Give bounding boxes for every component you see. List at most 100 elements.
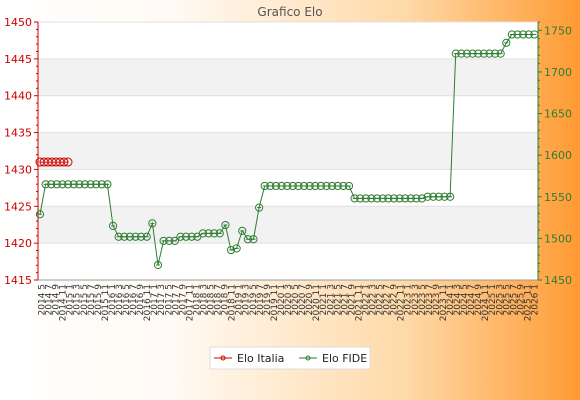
point-elo-fide	[507, 30, 517, 39]
point-elo-fide	[35, 210, 45, 219]
x-tick-label: 2021 9	[347, 284, 357, 316]
point-elo-fide	[260, 181, 269, 191]
point-elo-fide	[474, 49, 483, 58]
chart-title: Grafico Elo	[257, 5, 322, 19]
point-elo-fide	[181, 232, 191, 241]
legend-marker-elo-italia	[220, 355, 226, 361]
point-elo-fide	[52, 180, 61, 189]
x-tick-label: 2019 3	[242, 284, 252, 316]
point-elo-fide	[502, 38, 511, 47]
x-tick-label: 2024 7	[467, 284, 477, 316]
point-elo-fide	[468, 49, 477, 58]
x-tick-label: 2018 3	[199, 284, 209, 316]
point-elo-fide	[266, 181, 275, 191]
point-elo-fide	[434, 192, 443, 201]
x-tick-label: 2021 3	[326, 284, 336, 316]
x-tick-label: 2025 11	[523, 284, 533, 321]
legend-label-elo-fide: Elo FIDE	[322, 352, 367, 365]
point-elo-fide	[243, 235, 252, 244]
y-left-tick-label: 1420	[4, 237, 32, 250]
point-elo-fide	[406, 194, 415, 203]
point-elo-fide	[401, 194, 410, 203]
plot-background	[38, 22, 538, 280]
x-tick-label: 2018 5	[207, 284, 217, 316]
x-tick-label: 2016 1	[108, 284, 118, 316]
point-elo-fide	[153, 260, 163, 270]
legend-label-elo-italia: Elo Italia	[237, 352, 284, 365]
point-elo-fide	[125, 232, 134, 241]
point-elo-fide	[440, 192, 449, 201]
y-right-tick-label: 1600	[544, 149, 572, 162]
x-tick-label: 2022 1	[361, 284, 371, 316]
point-elo-fide	[294, 181, 303, 191]
point-elo-fide	[490, 49, 500, 58]
x-tick-label: 2026 1	[530, 284, 540, 316]
point-elo-fide	[108, 221, 118, 231]
point-elo-fide	[58, 180, 67, 189]
point-elo-fide	[423, 192, 432, 201]
x-tick-label: 2019 5	[249, 284, 259, 316]
plot-band	[38, 132, 538, 170]
legend-item-elo-italia[interactable]: Elo Italia	[214, 352, 284, 365]
y-left-tick-label: 1435	[4, 127, 32, 140]
x-tick-label: 2015 1	[66, 284, 76, 316]
point-elo-fide	[165, 236, 174, 245]
x-tick-label: 2017 1	[150, 284, 160, 316]
point-elo-fide	[378, 194, 387, 203]
x-tick-label: 2021 5	[333, 284, 343, 316]
point-elo-fide	[137, 232, 146, 241]
x-tick-label: 2018 11	[228, 284, 238, 321]
grid-lines	[38, 21, 538, 281]
point-elo-fide	[384, 194, 393, 203]
point-elo-fide	[232, 244, 241, 253]
plot-band	[38, 58, 538, 96]
x-tick-label: 2015 3	[73, 284, 83, 316]
x-tick-label: 2024 3	[453, 284, 463, 316]
point-elo-fide	[80, 180, 90, 189]
point-elo-fide	[92, 180, 101, 189]
legend-item-elo-fide[interactable]: Elo FIDE	[299, 352, 367, 365]
x-tick-label: 2019 11	[270, 284, 280, 321]
x-tick-label: 2025 9	[516, 284, 526, 316]
point-elo-fide	[350, 194, 359, 203]
point-elo-fide	[367, 194, 376, 203]
y-left-tick-label: 1445	[4, 53, 32, 66]
point-elo-fide	[530, 30, 539, 39]
point-elo-fide	[142, 232, 151, 241]
y-right-tick-label: 1450	[544, 274, 572, 287]
point-elo-fide	[63, 180, 73, 189]
x-tick-label: 2014 11	[59, 284, 69, 321]
x-tick-label: 2023 7	[425, 284, 435, 316]
point-elo-fide	[316, 181, 325, 191]
point-elo-fide	[311, 181, 320, 191]
x-tick-label: 2020 5	[291, 284, 301, 316]
point-elo-fide	[322, 181, 331, 191]
x-tick-label: 2018 9	[221, 284, 231, 316]
x-tick-label: 2019 9	[263, 284, 273, 316]
y-right-tick-label: 1650	[544, 108, 572, 121]
point-elo-fide	[103, 180, 112, 189]
x-tick-label: 2017 9	[178, 284, 188, 316]
point-elo-fide	[446, 192, 455, 201]
point-elo-fide	[170, 236, 179, 245]
point-elo-fide	[255, 203, 264, 212]
point-elo-fide	[524, 30, 533, 39]
x-tick-label: 2024 1	[446, 284, 456, 316]
point-elo-fide	[69, 180, 78, 189]
point-elo-fide	[226, 245, 236, 255]
point-elo-fide	[333, 181, 342, 191]
x-tick-label: 2016 5	[122, 284, 132, 316]
point-elo-fide	[288, 181, 297, 191]
point-elo-fide	[75, 180, 84, 189]
x-tick-label: 2024 5	[460, 284, 470, 316]
point-elo-fide	[429, 192, 438, 201]
point-elo-fide	[204, 229, 213, 238]
point-elo-fide	[198, 229, 208, 238]
x-tick-label: 2020 7	[298, 284, 308, 316]
x-tick-label: 2015 7	[87, 284, 97, 316]
y-right-tick-label: 1500	[544, 232, 572, 245]
y-axis-right: 1450 1500 1550 1600 1650 1700 1750	[537, 21, 572, 287]
x-tick-label: 2022 9	[390, 284, 400, 316]
y-axis-left: 1415 1420 1425 1430 1435 1440 1445 1450	[4, 16, 39, 287]
point-elo-fide	[131, 232, 140, 241]
